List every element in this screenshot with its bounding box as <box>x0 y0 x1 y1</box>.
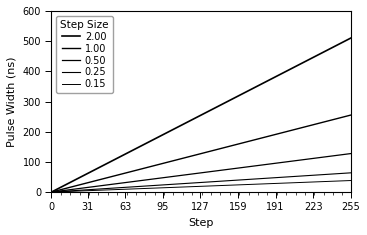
2.00 <box>49 191 54 193</box>
0.50 <box>49 191 54 193</box>
X-axis label: Step: Step <box>188 218 214 228</box>
0.25 <box>193 181 197 184</box>
0.15 <box>49 191 54 193</box>
1.00 <box>349 114 353 117</box>
1.00 <box>193 154 197 157</box>
0.15 <box>294 181 299 184</box>
0.15 <box>191 185 196 188</box>
0.15 <box>227 184 232 187</box>
0.25 <box>294 175 299 178</box>
0.15 <box>193 185 197 188</box>
0.15 <box>341 179 346 182</box>
1.00 <box>49 191 54 193</box>
Line: 1.00: 1.00 <box>51 115 351 192</box>
0.15 <box>349 179 353 182</box>
0.50 <box>191 172 196 175</box>
0.50 <box>341 153 346 156</box>
0.50 <box>227 168 232 171</box>
Line: 0.15: 0.15 <box>51 180 351 192</box>
1.00 <box>211 149 215 152</box>
0.50 <box>294 159 299 162</box>
Line: 2.00: 2.00 <box>51 38 351 192</box>
0.25 <box>341 172 346 175</box>
2.00 <box>294 64 299 67</box>
0.25 <box>227 179 232 182</box>
Line: 0.25: 0.25 <box>51 173 351 192</box>
2.00 <box>191 118 196 120</box>
0.25 <box>49 191 54 193</box>
0.50 <box>211 170 215 173</box>
1.00 <box>341 116 346 118</box>
2.00 <box>193 117 197 119</box>
0.25 <box>349 171 353 174</box>
Y-axis label: Pulse Width (ns): Pulse Width (ns) <box>7 56 17 147</box>
1.00 <box>294 128 299 130</box>
2.00 <box>349 37 353 39</box>
2.00 <box>341 40 346 43</box>
0.25 <box>191 181 196 184</box>
0.25 <box>211 180 215 183</box>
0.50 <box>193 172 197 175</box>
2.00 <box>211 107 215 110</box>
Line: 0.50: 0.50 <box>51 154 351 192</box>
0.50 <box>349 152 353 155</box>
1.00 <box>191 154 196 157</box>
Legend: 2.00, 1.00, 0.50, 0.25, 0.15: 2.00, 1.00, 0.50, 0.25, 0.15 <box>56 16 113 93</box>
2.00 <box>227 99 232 102</box>
0.15 <box>211 184 215 187</box>
1.00 <box>227 145 232 148</box>
